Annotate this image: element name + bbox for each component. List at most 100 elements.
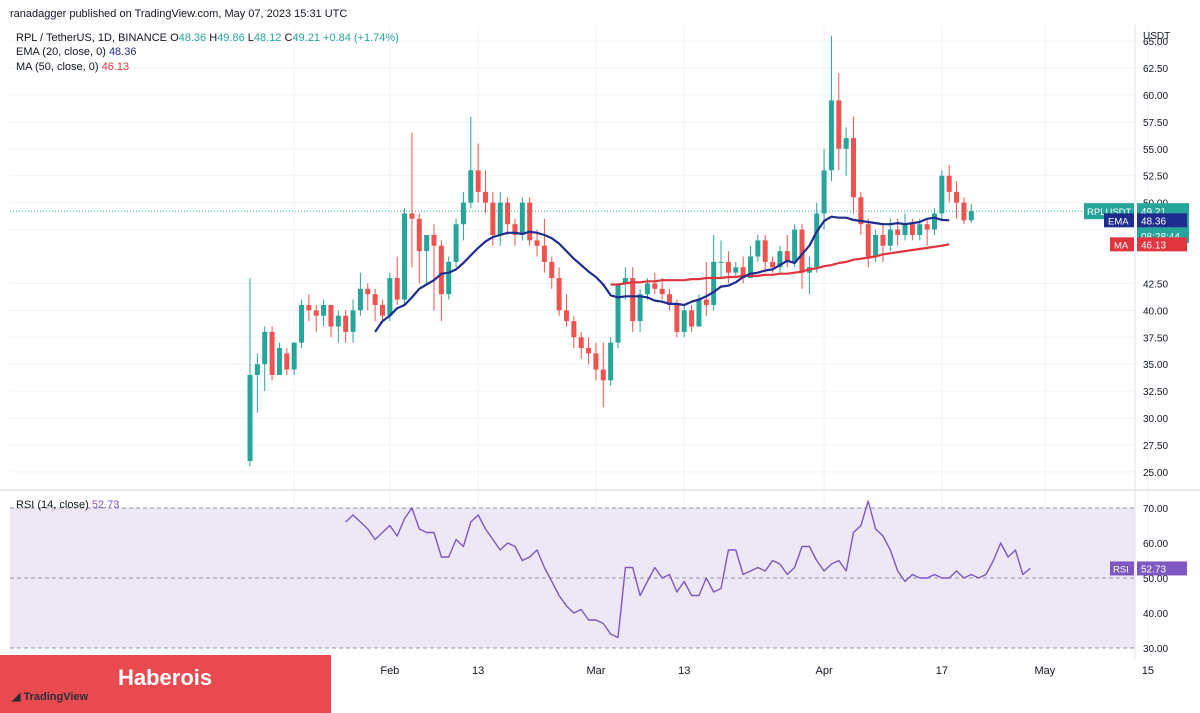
ema-tag-label-bg — [1104, 213, 1134, 228]
candle-body — [968, 211, 974, 221]
tradingview-logo-text: TradingView — [23, 691, 89, 703]
candle-body — [586, 348, 592, 354]
candle-body — [652, 283, 658, 289]
candle-body — [836, 100, 842, 149]
publisher-line: ranadagger published on TradingView.com,… — [10, 8, 348, 20]
candle-body — [357, 288, 363, 311]
candle-body — [299, 304, 305, 343]
time-tick-label: 15 — [1142, 665, 1154, 677]
price-tick-label: 52.50 — [1143, 172, 1168, 183]
ma-tag-label-bg — [1110, 237, 1134, 252]
indicator-lines — [345, 215, 1031, 639]
price-tags: RPLUSDT49.21+91.78%08:28:44EMA48.36MA46.… — [1084, 203, 1189, 576]
brand-name: Haberois — [118, 665, 213, 690]
rsi-tick-label: 70.00 — [1143, 504, 1168, 515]
ema-legend-value: 48.36 — [108, 46, 137, 58]
candle-body — [784, 251, 790, 262]
time-tick-label: Apr — [816, 665, 833, 677]
price-tick-label: 40.00 — [1143, 306, 1168, 317]
candle-body — [961, 202, 967, 221]
tradingview-logo[interactable]: ◢ TradingView — [12, 690, 88, 703]
candle-body — [909, 224, 915, 235]
price-tick-label: 57.50 — [1143, 118, 1168, 129]
candle-body — [637, 294, 643, 322]
candle-body — [549, 261, 555, 279]
candle-body — [571, 321, 577, 338]
candle-body — [269, 331, 275, 375]
candle-body — [725, 261, 731, 273]
candle-body — [762, 240, 768, 262]
price-tick-label: 65.00 — [1143, 37, 1168, 48]
rsi-legend-label: RSI (14, close) — [16, 499, 89, 511]
candle-body — [416, 218, 422, 252]
price-tick-label: 60.00 — [1143, 91, 1168, 102]
brand-banner — [0, 655, 331, 713]
candle-body — [887, 229, 893, 246]
candle-body — [563, 310, 569, 322]
candle-body — [667, 294, 673, 305]
candle-body — [821, 170, 827, 214]
candle-body — [659, 288, 665, 295]
candle-body — [247, 374, 253, 462]
candle-body — [718, 261, 724, 263]
ohlc-h-label: H — [209, 32, 218, 44]
candle-body — [402, 213, 408, 300]
time-tick-label: Feb — [380, 665, 399, 677]
ma-tag-label: MA — [1114, 240, 1129, 251]
candle-body — [387, 278, 393, 316]
candle-body — [931, 213, 937, 230]
candle-body — [770, 261, 776, 268]
rsi-tick-label: 40.00 — [1143, 609, 1168, 620]
candle-body — [674, 304, 680, 332]
candle-body — [490, 202, 496, 235]
candle-body — [924, 224, 930, 230]
candle-body — [630, 278, 636, 322]
candle-body — [284, 353, 290, 370]
rsi-tag-value-bg — [1137, 561, 1187, 576]
candle-body — [828, 100, 834, 171]
candle-body — [534, 240, 540, 246]
candle-body — [578, 337, 584, 349]
candle-body — [350, 310, 356, 332]
candle-body — [468, 170, 474, 203]
candle-body — [939, 175, 945, 214]
price-tick-label: 30.00 — [1143, 414, 1168, 425]
symbol-label[interactable]: RPL / TetherUS, 1D, BINANCE — [16, 32, 167, 44]
rsi-legend-value: 52.73 — [91, 499, 120, 511]
candle-body — [711, 261, 717, 305]
ema-tag-label: EMA — [1108, 216, 1129, 227]
ma-legend[interactable]: MA (50, close, 0) 46.13 — [16, 60, 129, 74]
candle-body — [527, 202, 533, 241]
candle-body — [792, 229, 798, 262]
candle-body — [733, 267, 739, 273]
ohlc-low: 48.12 — [253, 32, 282, 44]
ema20-line — [374, 215, 950, 333]
rsi-band — [10, 507, 1135, 649]
symbol-tag: RPLUSDT — [1087, 207, 1132, 218]
price-tick-label: 25.00 — [1143, 468, 1168, 479]
ema-legend[interactable]: EMA (20, close, 0) 48.36 — [16, 45, 136, 59]
candle-body — [291, 342, 297, 370]
candle-body — [446, 261, 452, 295]
candle-body — [321, 304, 327, 316]
time-tick-label: 17 — [936, 665, 948, 677]
candle-body — [460, 202, 466, 225]
price-tag: 49.21 — [1141, 207, 1166, 218]
ma-legend-label: MA (50, close, 0) — [16, 61, 99, 73]
ema-legend-label: EMA (20, close, 0) — [16, 46, 106, 58]
candle-body — [505, 202, 511, 225]
candle-body — [814, 213, 820, 268]
ema-tag-value-bg — [1137, 213, 1187, 228]
price-tick-label: 32.50 — [1143, 387, 1168, 398]
candle-body — [475, 170, 481, 192]
ma-legend-value: 46.13 — [101, 61, 130, 73]
candle-body — [858, 197, 864, 225]
candle-body — [755, 240, 761, 257]
candle-body — [946, 175, 952, 192]
candle-body — [483, 191, 489, 203]
ohlc-l-label: L — [247, 32, 254, 44]
ma-tag-value: 46.13 — [1141, 240, 1166, 251]
rsi-tick-label: 30.00 — [1143, 644, 1168, 655]
rsi-legend[interactable]: RSI (14, close) 52.73 — [16, 498, 119, 512]
